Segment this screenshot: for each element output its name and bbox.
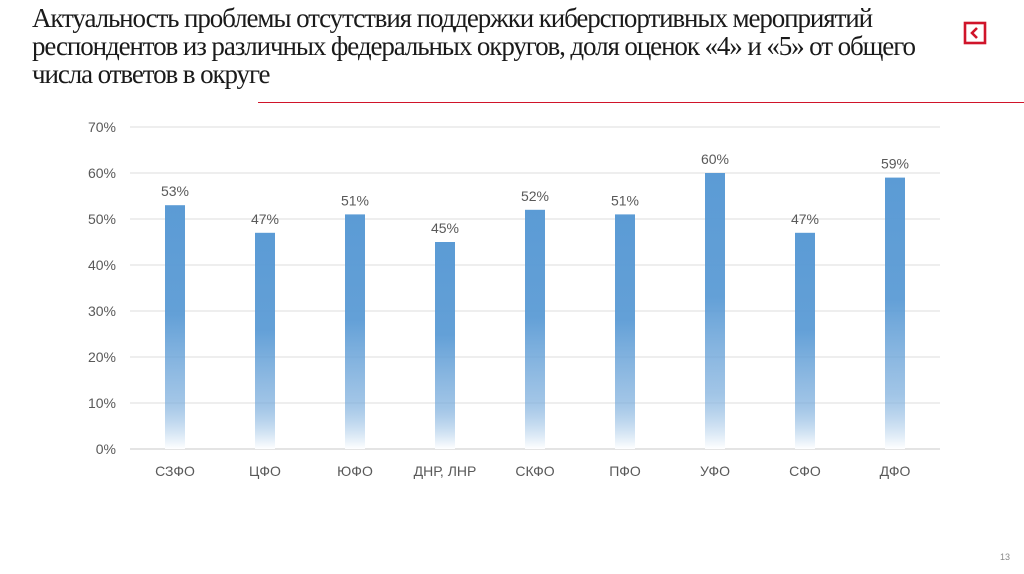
data-label: 52% <box>521 188 549 204</box>
bar-7 <box>705 173 725 449</box>
y-tick-label: 50% <box>88 211 116 227</box>
bar-2 <box>255 232 275 449</box>
bar-5 <box>525 209 545 449</box>
data-label: 47% <box>791 211 819 227</box>
y-tick-label: 70% <box>88 119 116 135</box>
bar-6 <box>615 214 635 449</box>
data-label: 45% <box>431 220 459 236</box>
x-tick-label: ПФО <box>609 463 641 479</box>
bar-4 <box>435 242 455 449</box>
x-tick-label: ЮФО <box>337 463 373 479</box>
bar-9 <box>885 177 905 449</box>
bar-3 <box>345 214 365 449</box>
data-label: 60% <box>701 151 729 167</box>
data-label: 51% <box>611 192 639 208</box>
slide-title: Актуальность проблемы отсутствия поддерж… <box>32 3 916 89</box>
data-label: 47% <box>251 211 279 227</box>
x-tick-label: СКФО <box>515 463 554 479</box>
bar-1 <box>165 205 185 449</box>
x-tick-label: ДФО <box>880 463 911 479</box>
data-label: 59% <box>881 156 909 172</box>
data-label: 51% <box>341 192 369 208</box>
x-tick-label: УФО <box>700 463 730 479</box>
y-tick-label: 30% <box>88 303 116 319</box>
y-tick-label: 10% <box>88 395 116 411</box>
back-arrow-icon[interactable] <box>963 21 987 45</box>
data-label: 53% <box>161 183 189 199</box>
y-tick-label: 40% <box>88 257 116 273</box>
y-tick-label: 60% <box>88 165 116 181</box>
x-tick-label: СЗФО <box>155 463 195 479</box>
x-tick-label: СФО <box>789 463 821 479</box>
x-tick-label: ДНР, ЛНР <box>414 463 477 479</box>
x-tick-label: ЦФО <box>249 463 281 479</box>
title-underline <box>258 102 1024 103</box>
page-number: 13 <box>999 552 1010 562</box>
y-tick-label: 20% <box>88 349 116 365</box>
y-tick-label: 0% <box>96 441 116 457</box>
bar-8 <box>795 232 815 449</box>
